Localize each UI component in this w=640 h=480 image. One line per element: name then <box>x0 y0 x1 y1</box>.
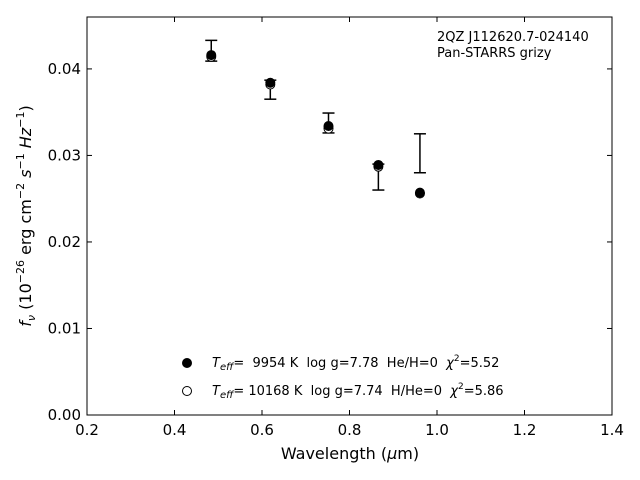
survey-annotation: Pan-STARRS grizy <box>437 46 552 61</box>
legend: Teff= 9954 K log g=7.78 He/H=0 χ2=5.52 T… <box>182 354 504 401</box>
y-tick-label: 0.01 <box>48 319 81 337</box>
model-point-filled <box>265 77 276 88</box>
model-point-filled <box>373 159 384 170</box>
x-axis-label: Wavelength (μm) <box>281 444 419 463</box>
x-tick-label: 0.4 <box>163 421 187 439</box>
y-tick-label: 0.04 <box>48 60 81 78</box>
x-tick-label: 0.6 <box>250 421 274 439</box>
object-name-annotation: 2QZ J112620.7-024140 <box>437 30 589 45</box>
model-point-filled <box>323 121 334 132</box>
axis-ticks: 0.2 0.4 0.6 0.8 1.0 1.2 1.4 0.00 0.01 0.02 0.03 0.0… <box>48 17 624 439</box>
legend-marker-open <box>182 386 192 396</box>
y-axis-label: fν (10−26 erg cm−2 s−1 Hz−1) <box>14 105 38 326</box>
x-tick-label: 0.2 <box>75 421 99 439</box>
legend-label-open: Teff= 10168 K log g=7.74 H/He=0 χ2=5.86 <box>212 382 504 401</box>
x-tick-label: 1.4 <box>600 421 624 439</box>
model-point-filled <box>414 187 425 198</box>
y-tick-label: 0.03 <box>48 146 81 164</box>
x-tick-label: 1.2 <box>513 421 537 439</box>
y-tick-label: 0.00 <box>48 406 81 424</box>
x-tick-label: 0.8 <box>338 421 362 439</box>
legend-marker-filled <box>182 358 192 368</box>
y-tick-label: 0.02 <box>48 233 81 251</box>
data-points <box>206 50 425 199</box>
error-bars <box>205 39 426 191</box>
legend-label-filled: Teff= 9954 K log g=7.78 He/H=0 χ2=5.52 <box>212 354 499 373</box>
model-point-filled <box>206 50 217 61</box>
x-tick-label: 1.0 <box>425 421 449 439</box>
